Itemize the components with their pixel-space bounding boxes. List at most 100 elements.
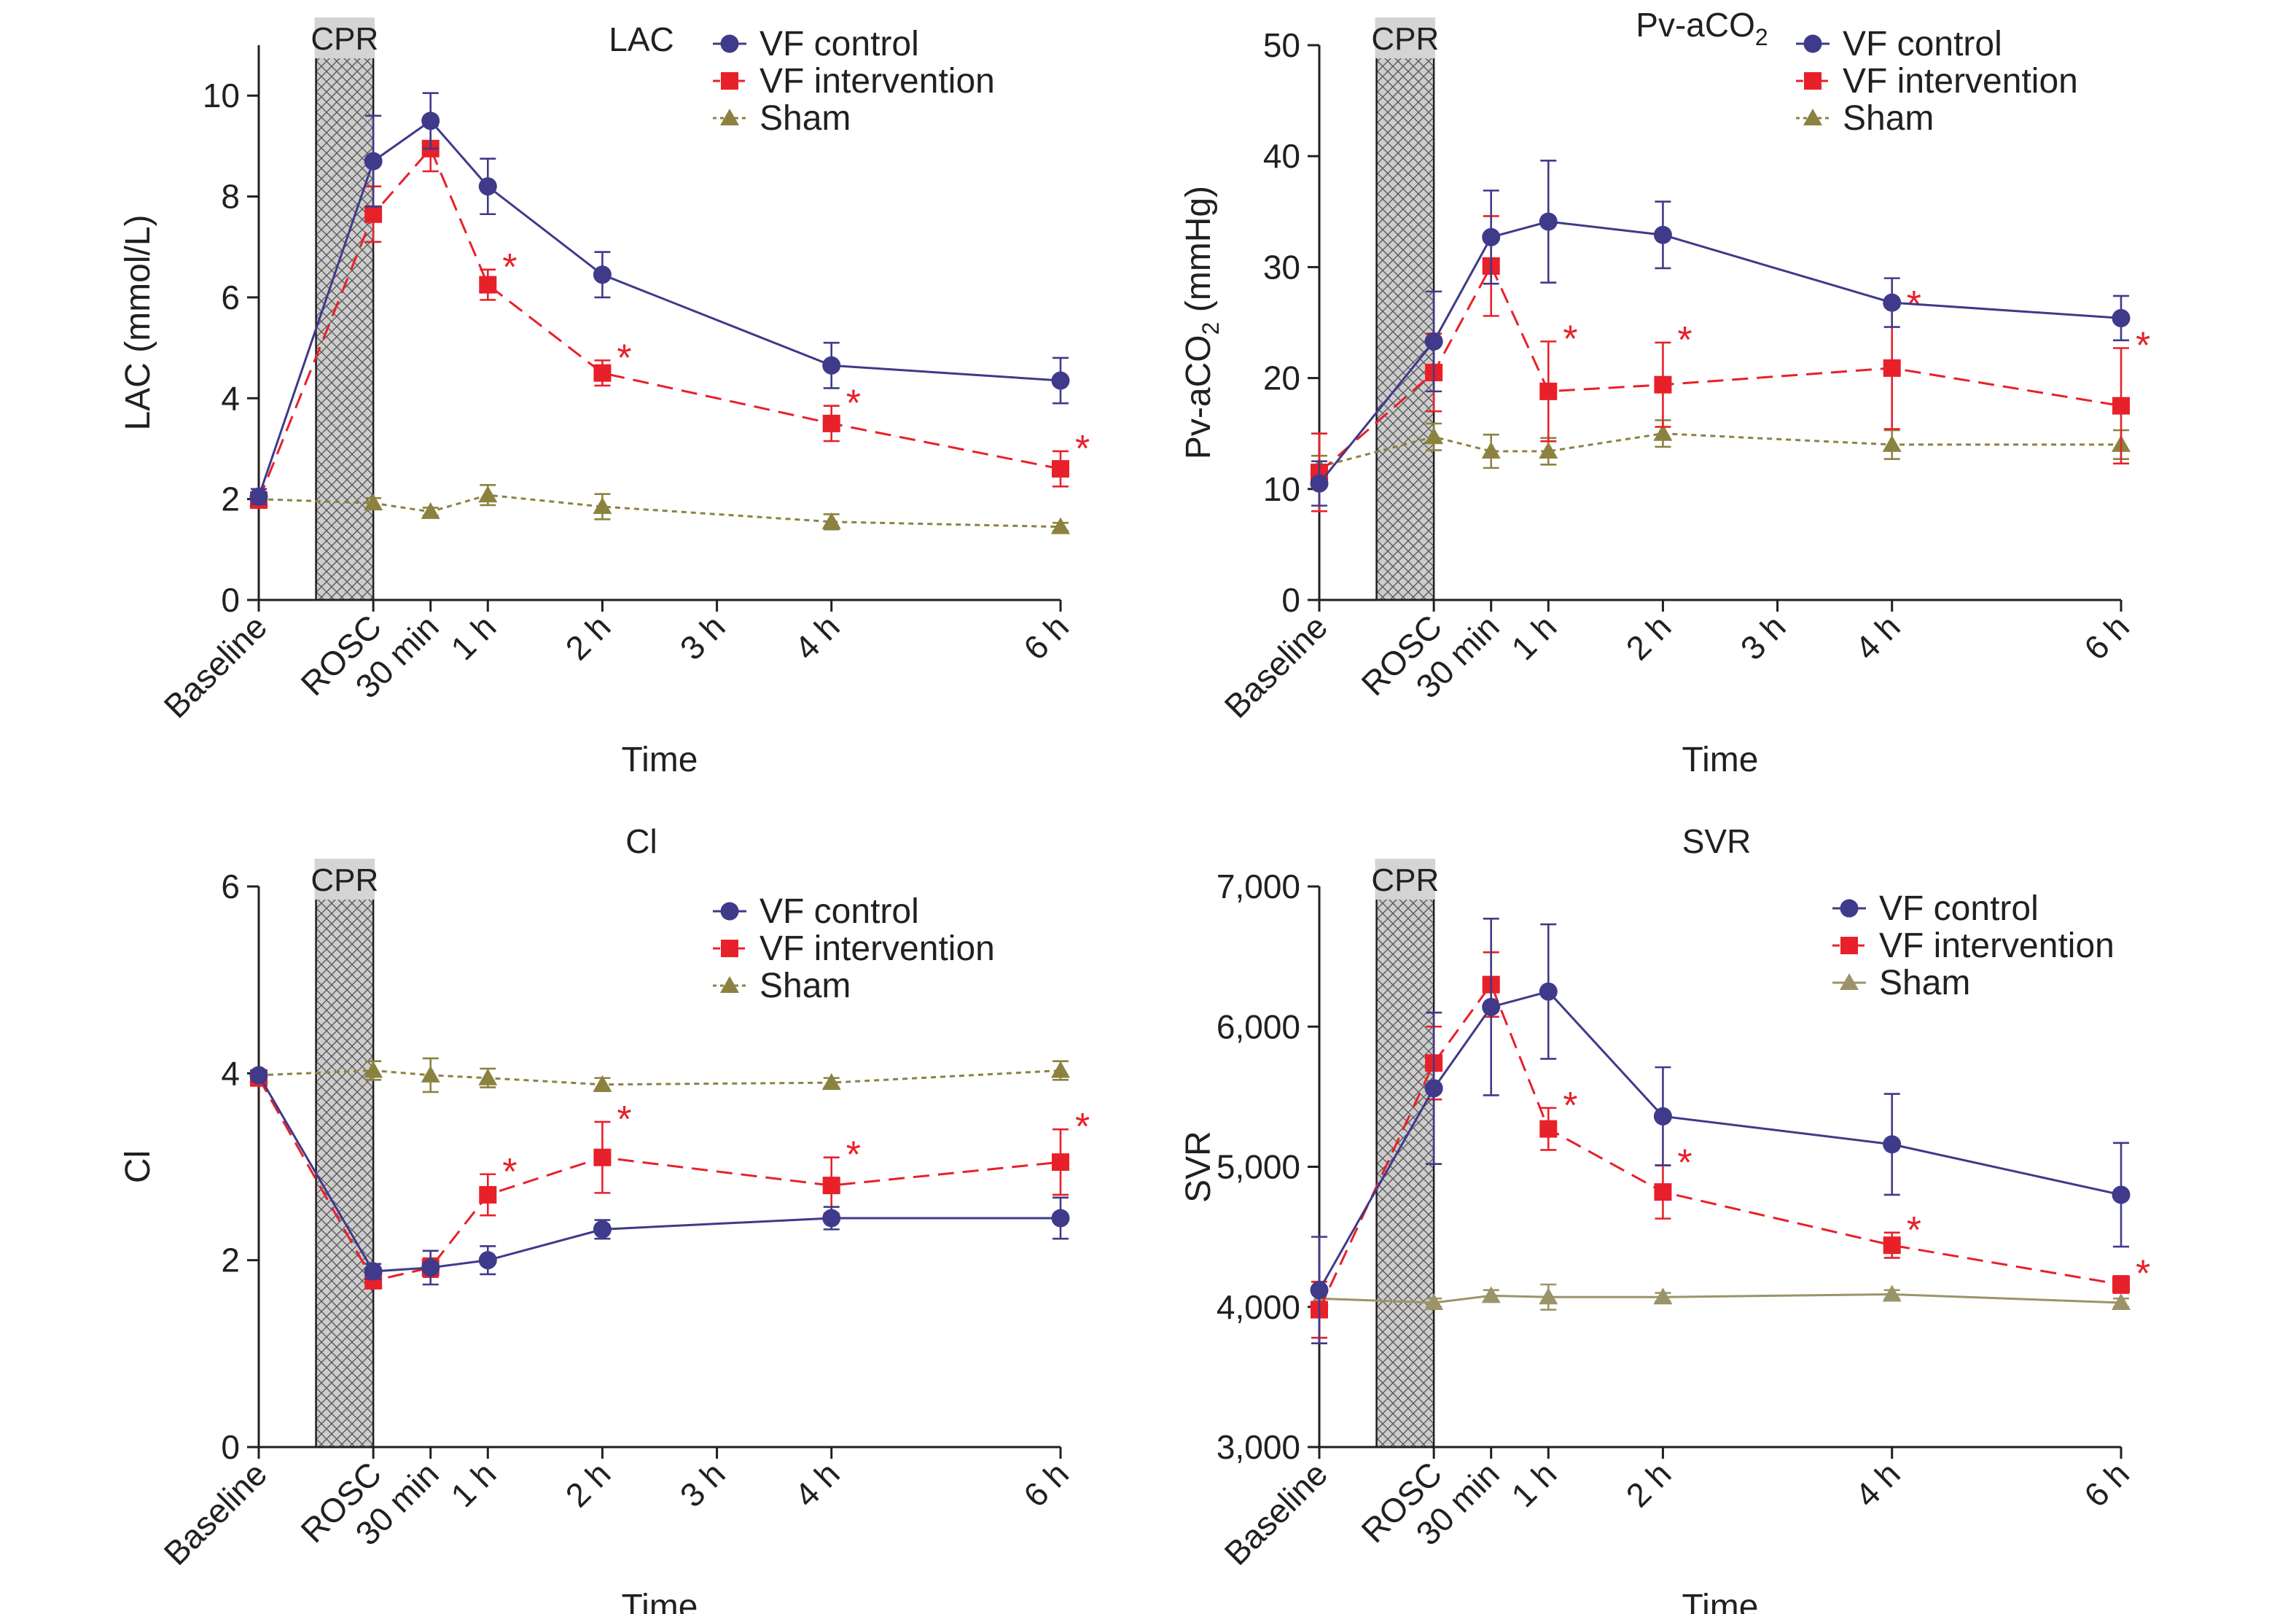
series-vf-intervention: * * * * — [250, 1069, 1090, 1290]
data-point — [1539, 1120, 1558, 1138]
y-tick-label: 2 — [221, 480, 240, 518]
significance-marker: * — [1075, 428, 1090, 470]
data-point — [593, 1148, 612, 1166]
data-point — [2112, 1275, 2130, 1293]
series-vf-control — [249, 1066, 1070, 1286]
y-tick-label: 7,000 — [1217, 868, 1300, 905]
y-tick-label: 0 — [221, 1428, 240, 1466]
legend-label: VF control — [1879, 889, 2039, 928]
series-line — [1318, 220, 2122, 485]
data-point — [822, 356, 841, 375]
data-point — [1653, 1107, 1672, 1126]
x-tick-label: 4 h — [787, 1454, 847, 1514]
x-axis-title: Time — [622, 1588, 698, 1614]
data-point — [1310, 474, 1329, 493]
legend-marker — [1840, 899, 1859, 918]
data-point — [821, 1073, 841, 1091]
data-point — [1482, 997, 1501, 1016]
data-point — [2112, 1185, 2131, 1204]
data-point — [1424, 1293, 1444, 1310]
y-tick-label: 4 — [221, 379, 240, 417]
y-tick-label: 50 — [1263, 26, 1300, 64]
cpr-label: CPR — [311, 862, 378, 898]
data-point — [421, 1258, 440, 1277]
data-point — [421, 1065, 440, 1083]
y-tick-label: 3,000 — [1217, 1428, 1300, 1466]
legend-marker — [1840, 973, 1859, 990]
significance-marker: * — [1563, 1085, 1577, 1127]
y-tick-label: 10 — [203, 77, 240, 114]
x-tick-label: 2 h — [1619, 1454, 1679, 1514]
data-point — [479, 276, 497, 294]
significance-marker: * — [2136, 325, 2150, 367]
data-point — [1539, 1287, 1558, 1305]
y-axis-title: Pv-aCO2 (mmHg) — [1179, 186, 1224, 459]
x-tick-label: 4 h — [787, 607, 847, 667]
significance-marker: * — [502, 1151, 517, 1193]
series-line — [1318, 982, 2122, 1311]
x-tick-label: Baseline — [157, 1454, 275, 1572]
x-tick-label: 1 h — [1504, 607, 1563, 667]
data-point — [593, 497, 612, 515]
data-point — [1883, 359, 1901, 377]
data-point — [593, 364, 612, 382]
y-tick-label: 0 — [1281, 581, 1300, 619]
series-line — [1318, 990, 2122, 1291]
data-point — [822, 1209, 841, 1228]
data-point — [364, 1061, 383, 1078]
data-point — [364, 205, 383, 223]
x-tick-label: 1 h — [443, 607, 503, 667]
x-tick-label: 1 h — [443, 1454, 503, 1514]
data-point — [1481, 442, 1501, 459]
legend-marker — [720, 976, 739, 993]
cpr-label-bg — [314, 17, 375, 58]
data-point — [1051, 1209, 1070, 1228]
data-point — [1539, 382, 1558, 400]
y-tick-label: 4,000 — [1217, 1288, 1300, 1326]
data-point — [1052, 460, 1069, 478]
cpr-band — [315, 44, 375, 601]
data-point — [1051, 517, 1070, 534]
significance-marker: * — [1075, 1106, 1090, 1148]
data-point — [1883, 1236, 1901, 1255]
data-point — [593, 1075, 612, 1092]
x-tick-label: 3 h — [673, 607, 733, 667]
x-axis-title: Time — [622, 741, 698, 779]
chart-title: Pv-aCO2 — [1636, 6, 1768, 50]
data-point — [421, 502, 440, 519]
y-tick-label: 6,000 — [1217, 1007, 1300, 1045]
data-point — [593, 265, 612, 284]
cpr-label-bg — [1375, 859, 1436, 900]
legend-label: Sham — [760, 99, 851, 138]
data-point — [478, 177, 497, 196]
legend-label: VF control — [760, 892, 919, 931]
y-tick-label: 6 — [221, 868, 240, 905]
y-tick-label: 0 — [221, 581, 240, 619]
legend-marker — [1840, 937, 1858, 954]
data-point — [593, 1220, 612, 1239]
y-tick-label: 40 — [1263, 137, 1300, 175]
x-tick-label: 2 h — [558, 607, 618, 667]
x-tick-label: 3 h — [673, 1454, 733, 1514]
series-vf-control — [1310, 159, 2131, 507]
cpr-label: CPR — [1371, 21, 1439, 57]
data-point — [364, 494, 383, 511]
data-point — [1882, 1284, 1902, 1302]
data-point — [821, 512, 841, 529]
significance-marker: * — [1563, 318, 1577, 360]
data-point — [249, 487, 268, 506]
legend-marker — [720, 109, 739, 125]
data-point — [1051, 371, 1070, 390]
data-point — [1653, 225, 1672, 244]
series-line — [257, 1077, 1061, 1282]
y-tick-label: 8 — [221, 178, 240, 216]
cpr-label-bg — [1375, 17, 1436, 58]
data-point — [1424, 332, 1443, 351]
legend-label: VF intervention — [1879, 927, 2115, 965]
legend-marker — [720, 34, 739, 53]
